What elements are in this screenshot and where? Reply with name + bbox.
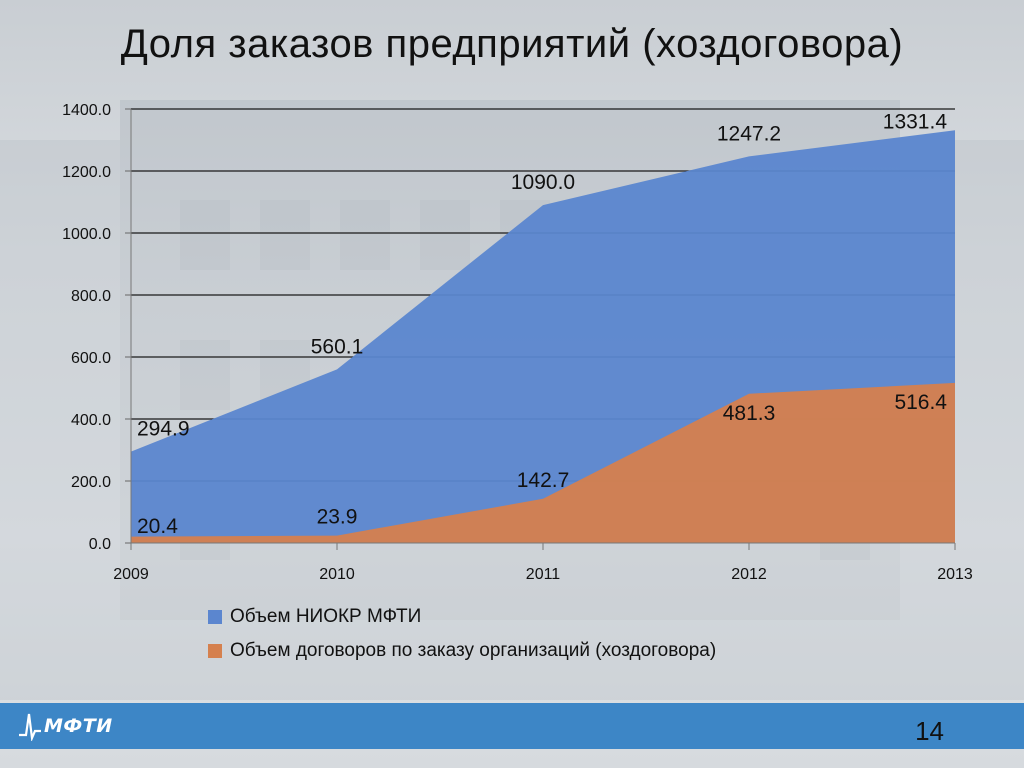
footer-bar: МФТИ: [0, 703, 1024, 749]
data-label: 1090.0: [511, 171, 575, 194]
data-label: 142.7: [517, 469, 570, 492]
legend-label-contracts: Объем договоров по заказу организаций (х…: [230, 640, 717, 661]
y-tick-label: 1400.0: [62, 102, 111, 119]
data-label: 1331.4: [883, 110, 948, 133]
x-tick-label: 2013: [937, 566, 973, 583]
mipt-logo: МФТИ: [18, 711, 113, 741]
x-tick-label: 2009: [113, 566, 149, 583]
data-label: 516.4: [894, 391, 947, 414]
logo-wave-icon: [19, 713, 41, 741]
data-label: 560.1: [311, 335, 364, 358]
data-label: 294.9: [137, 418, 190, 441]
y-tick-label: 200.0: [71, 474, 111, 491]
y-tick-label: 600.0: [71, 350, 111, 367]
slide-title: Доля заказов предприятий (хоздоговора): [120, 22, 904, 66]
data-label: 20.4: [137, 515, 178, 538]
chart-legend: Объем НИОКР МФТИ Объем договоров по зака…: [208, 600, 716, 668]
data-label: 481.3: [723, 402, 776, 425]
area-chart: 0.0 200.0 400.0 600.0 800.0 1000.0 1200.0 1400.…: [62, 102, 973, 583]
y-tick-label: 800.0: [71, 288, 111, 305]
x-tick-label: 2011: [526, 566, 561, 583]
y-tick-label: 1200.0: [62, 164, 111, 181]
y-tick-label: 0.0: [89, 536, 111, 553]
legend-swatch-contracts: [208, 644, 222, 658]
data-label: 1247.2: [717, 122, 781, 145]
legend-swatch-niokr: [208, 610, 222, 624]
data-label: 23.9: [317, 506, 358, 529]
y-tick-label: 1000.0: [62, 226, 111, 243]
y-tick-label: 400.0: [71, 412, 111, 429]
area-series-2: [131, 382, 955, 543]
logo-text: МФТИ: [44, 715, 113, 737]
x-tick-label: 2012: [731, 566, 767, 583]
legend-item-contracts: Объем договоров по заказу организаций (х…: [208, 634, 716, 668]
legend-label-niokr: Объем НИОКР МФТИ: [230, 606, 422, 627]
page-number: 14: [915, 716, 944, 746]
legend-item-niokr: Объем НИОКР МФТИ: [208, 600, 716, 634]
x-tick-label: 2010: [319, 566, 355, 583]
